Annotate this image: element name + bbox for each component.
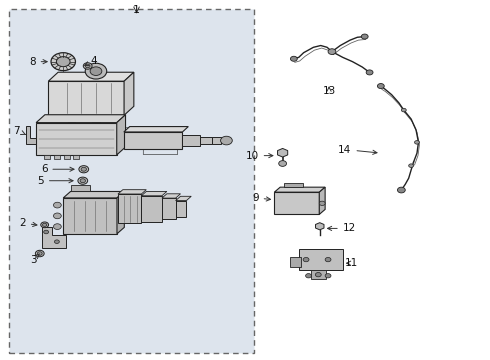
Bar (284, 183, 303, 187)
Bar (299, 249, 343, 270)
Polygon shape (124, 72, 134, 115)
Circle shape (53, 202, 61, 208)
Text: 8: 8 (29, 57, 47, 67)
Bar (212, 137, 220, 144)
Bar (124, 132, 182, 149)
Circle shape (90, 67, 102, 76)
Circle shape (361, 34, 368, 39)
Text: 9: 9 (252, 193, 270, 203)
Circle shape (279, 161, 287, 166)
Polygon shape (26, 126, 36, 144)
Text: 2: 2 (19, 218, 37, 228)
Text: 11: 11 (345, 258, 358, 268)
Polygon shape (124, 127, 188, 132)
Polygon shape (42, 227, 66, 248)
Text: 12: 12 (327, 224, 356, 233)
Circle shape (78, 177, 88, 184)
Polygon shape (175, 196, 191, 201)
Polygon shape (49, 81, 124, 115)
Polygon shape (63, 198, 117, 234)
Circle shape (377, 84, 384, 89)
Circle shape (328, 49, 336, 54)
Circle shape (291, 56, 297, 61)
Circle shape (319, 201, 325, 206)
Circle shape (51, 53, 75, 71)
Bar (44, 155, 50, 159)
Circle shape (35, 250, 44, 257)
Circle shape (43, 223, 47, 226)
Polygon shape (36, 115, 125, 123)
Circle shape (54, 240, 59, 243)
Polygon shape (117, 115, 125, 155)
Circle shape (401, 108, 406, 112)
Polygon shape (63, 192, 124, 198)
Text: 4: 4 (85, 56, 98, 66)
Text: 1: 1 (133, 5, 140, 15)
Circle shape (81, 167, 86, 171)
Text: 7: 7 (13, 126, 25, 135)
Text: 5: 5 (37, 176, 73, 186)
Circle shape (366, 70, 373, 75)
Circle shape (80, 179, 85, 183)
Bar (142, 196, 162, 222)
Circle shape (397, 187, 405, 193)
Circle shape (41, 222, 49, 228)
Bar (71, 185, 90, 192)
Polygon shape (118, 190, 147, 194)
Circle shape (56, 57, 70, 67)
Text: 10: 10 (245, 150, 273, 161)
Text: 6: 6 (41, 164, 74, 174)
Circle shape (53, 224, 61, 229)
Circle shape (409, 164, 414, 167)
Bar (199, 136, 212, 144)
FancyBboxPatch shape (9, 9, 254, 353)
Bar (54, 155, 60, 159)
Polygon shape (49, 72, 134, 81)
Bar (118, 194, 142, 224)
Bar (74, 155, 79, 159)
Bar (92, 115, 100, 122)
Circle shape (415, 140, 419, 144)
Text: 14: 14 (338, 144, 377, 154)
Polygon shape (36, 123, 117, 155)
Bar (68, 115, 75, 122)
Circle shape (303, 257, 309, 262)
Circle shape (306, 274, 312, 278)
Bar (311, 270, 326, 279)
Bar (182, 135, 199, 146)
Bar (64, 155, 70, 159)
Circle shape (316, 273, 321, 277)
Bar (290, 257, 301, 267)
Circle shape (37, 252, 42, 255)
Polygon shape (117, 192, 124, 234)
Circle shape (85, 63, 107, 79)
Polygon shape (162, 194, 180, 198)
Bar (175, 201, 186, 217)
Circle shape (44, 230, 49, 234)
Circle shape (85, 64, 90, 68)
Text: 13: 13 (322, 86, 336, 96)
Circle shape (83, 63, 92, 69)
Polygon shape (274, 192, 319, 215)
Circle shape (79, 166, 89, 173)
Circle shape (325, 274, 331, 278)
Bar (162, 198, 175, 219)
Text: 3: 3 (30, 254, 40, 265)
Polygon shape (319, 187, 325, 215)
Polygon shape (142, 192, 167, 196)
Circle shape (220, 136, 232, 145)
Circle shape (53, 213, 61, 219)
Polygon shape (274, 187, 325, 192)
Circle shape (325, 257, 331, 262)
